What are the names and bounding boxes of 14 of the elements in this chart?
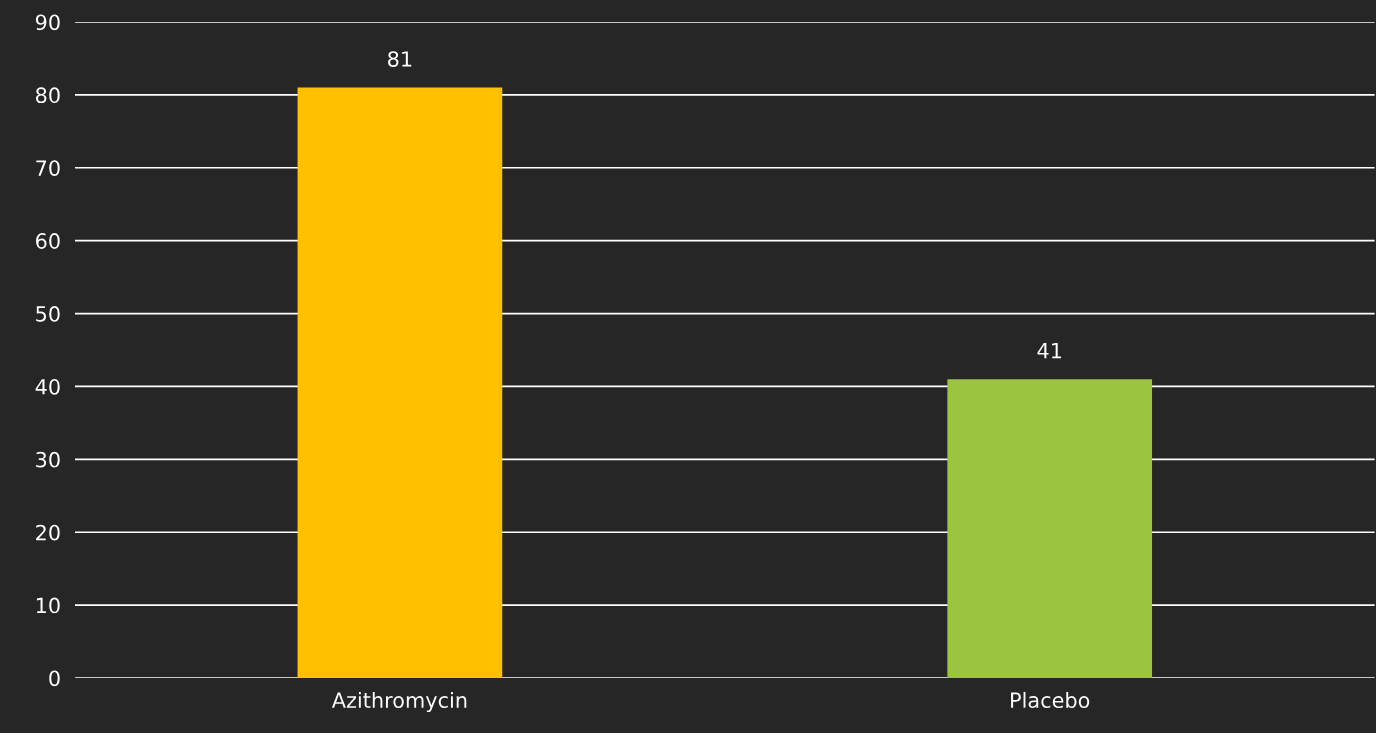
- x-tick-label: Azithromycin: [331, 691, 467, 713]
- data-label: 81: [388, 51, 412, 67]
- x-tick-label: Placebo: [1011, 691, 1090, 709]
- y-tick-label: 70: [36, 160, 60, 176]
- y-tick-label: 30: [36, 451, 60, 468]
- y-tick-label: 10: [36, 597, 60, 614]
- y-tick-label: 20: [36, 524, 60, 541]
- y-tick-label: 80: [36, 87, 60, 104]
- y-tick-label: 0: [49, 670, 60, 687]
- y-tick-label: 90: [35, 14, 60, 31]
- y-tick-label: 50: [36, 306, 60, 322]
- data-label: 41: [1037, 342, 1062, 359]
- y-tick-label: 60: [36, 233, 60, 249]
- y-tick-label: 40: [35, 378, 60, 395]
